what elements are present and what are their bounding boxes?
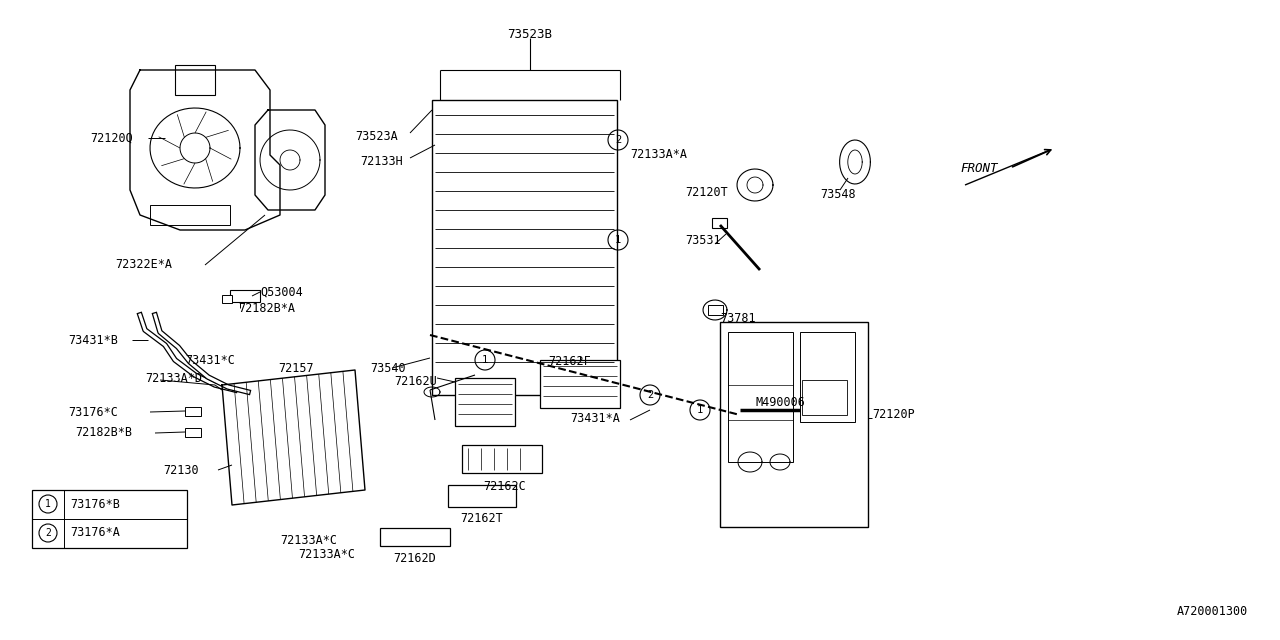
Bar — [380, 528, 451, 546]
Bar — [448, 485, 516, 507]
Bar — [221, 295, 232, 303]
Bar — [803, 380, 847, 415]
Text: 72322E*A: 72322E*A — [115, 259, 172, 271]
Text: 73176*B: 73176*B — [70, 497, 120, 511]
Bar — [728, 332, 794, 462]
Text: 1: 1 — [696, 405, 703, 415]
Bar — [708, 305, 723, 315]
Text: 72182B*A: 72182B*A — [238, 301, 294, 314]
Text: FRONT: FRONT — [960, 161, 997, 175]
Bar — [739, 404, 754, 416]
Text: 72133A*C: 72133A*C — [280, 534, 337, 547]
Bar — [32, 490, 187, 548]
Text: 73176*A: 73176*A — [70, 527, 120, 540]
Text: 2: 2 — [45, 528, 51, 538]
Text: A720001300: A720001300 — [1176, 605, 1248, 618]
Bar — [540, 360, 620, 408]
Text: 73531: 73531 — [685, 234, 721, 246]
Text: 72157: 72157 — [278, 362, 314, 374]
Text: 72120P: 72120P — [872, 408, 915, 422]
Bar — [175, 65, 215, 95]
Bar — [462, 445, 541, 473]
Bar — [454, 378, 515, 426]
Text: 72162T: 72162T — [461, 512, 503, 525]
Text: 72130: 72130 — [163, 463, 198, 477]
Bar — [719, 322, 868, 527]
Text: 2: 2 — [646, 390, 653, 400]
Text: 73431*B: 73431*B — [68, 333, 118, 346]
Text: 73540: 73540 — [370, 362, 406, 374]
Text: 2: 2 — [614, 135, 621, 145]
Text: 73781: 73781 — [719, 312, 755, 324]
Text: Q53004: Q53004 — [260, 285, 303, 298]
Text: 72133A*C: 72133A*C — [298, 548, 355, 561]
Text: 1: 1 — [45, 499, 51, 509]
Bar — [230, 290, 260, 302]
Text: 72162F: 72162F — [548, 355, 591, 368]
Text: 72133A*D: 72133A*D — [145, 371, 202, 385]
Text: 73176*C: 73176*C — [68, 406, 118, 419]
Text: 72120T: 72120T — [685, 186, 728, 198]
Text: 1: 1 — [614, 235, 621, 245]
Bar — [186, 428, 201, 437]
Text: 73523B: 73523B — [507, 28, 553, 41]
Bar — [150, 205, 230, 225]
Text: 73523A: 73523A — [355, 130, 398, 143]
Bar — [800, 332, 855, 422]
Text: M490006: M490006 — [755, 396, 805, 408]
Text: 72162C: 72162C — [484, 480, 526, 493]
Text: 73431*A: 73431*A — [570, 412, 620, 424]
Text: 72162D: 72162D — [394, 552, 436, 565]
Text: 72133H: 72133H — [360, 155, 403, 168]
Bar — [433, 100, 617, 395]
Text: 73548: 73548 — [820, 189, 855, 202]
Bar — [712, 218, 727, 228]
Text: 72133A*A: 72133A*A — [630, 148, 687, 161]
Text: 1: 1 — [481, 355, 488, 365]
Text: 72120Q: 72120Q — [90, 131, 133, 145]
Text: 72182B*B: 72182B*B — [76, 426, 132, 440]
Text: 73431*C: 73431*C — [186, 353, 234, 367]
Bar — [186, 407, 201, 416]
Text: 72162U: 72162U — [394, 375, 436, 388]
